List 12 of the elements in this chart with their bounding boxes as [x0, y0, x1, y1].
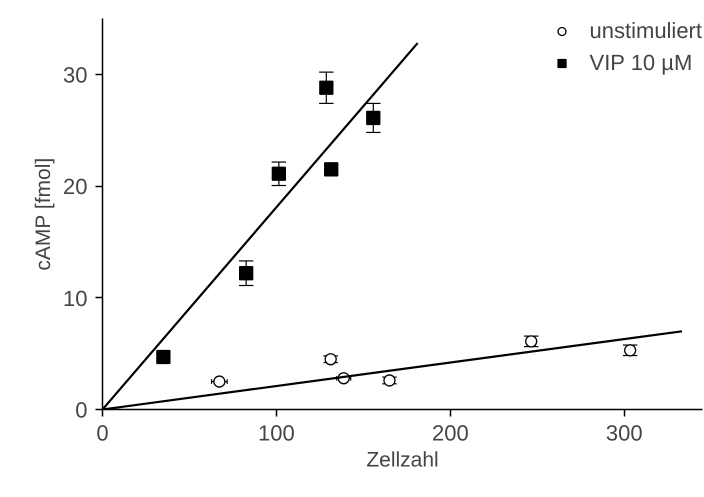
legend-label: VIP 10 µM [590, 50, 692, 76]
y-tick-label: 10 [63, 286, 88, 311]
legend-label: unstimuliert [590, 18, 702, 44]
x-axis-title: Zellzahl [366, 448, 439, 472]
x-tick-label: 100 [258, 420, 295, 446]
y-tick-label: 0 [75, 398, 88, 422]
x-tick-label: 300 [606, 420, 643, 446]
x-tick-label: 0 [96, 420, 109, 446]
y-axis-title: cAMP [fmol] [32, 158, 56, 271]
y-tick-label: 20 [63, 174, 88, 200]
y-tick-label: 30 [63, 62, 88, 88]
x-tick-label: 200 [432, 420, 469, 446]
